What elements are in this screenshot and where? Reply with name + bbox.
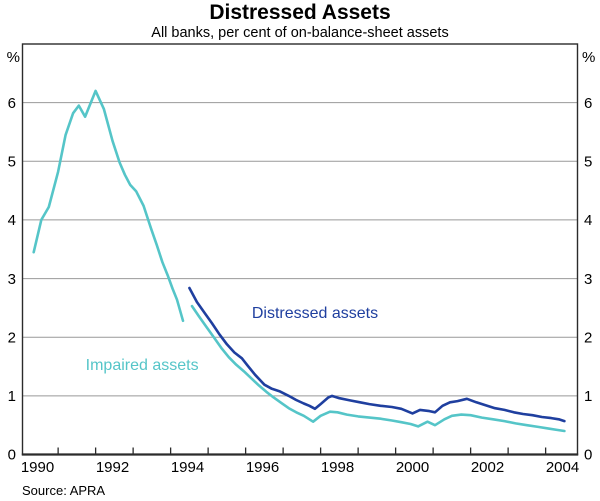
y-tick-label-left-4: 4 bbox=[8, 212, 16, 229]
plot-frame bbox=[21, 43, 579, 456]
y-tick-label-right-6: 6 bbox=[584, 95, 592, 112]
source-note: Source: APRA bbox=[22, 483, 106, 498]
x-tick-label-1998: 1998 bbox=[321, 459, 354, 476]
y-tick-label-left-6: 6 bbox=[8, 95, 16, 112]
y-tick-label-right-0: 0 bbox=[584, 447, 592, 464]
y-tick-label-left-5: 5 bbox=[8, 153, 16, 170]
y-tick-label-right-2: 2 bbox=[584, 329, 592, 346]
y-tick-label-left-2: 2 bbox=[8, 329, 16, 346]
x-tick-label-2004: 2004 bbox=[546, 459, 579, 476]
series-label-distressed-0: Distressed assets bbox=[252, 305, 378, 322]
x-tick-label-1996: 1996 bbox=[246, 459, 279, 476]
impaired_old-line bbox=[32, 89, 185, 323]
x-tick-label-1990: 1990 bbox=[21, 459, 54, 476]
chart-title: Distressed Assets bbox=[209, 1, 391, 24]
y-tick-label-left-0: 0 bbox=[8, 447, 16, 464]
y-tick-label-left-1: 1 bbox=[8, 388, 16, 405]
series-label-impaired-1: Impaired assets bbox=[86, 357, 199, 374]
x-tick-label-1994: 1994 bbox=[171, 459, 204, 476]
y-tick-label-right-4: 4 bbox=[584, 212, 592, 229]
y-tick-label-left-3: 3 bbox=[8, 271, 16, 288]
impaired_new-line bbox=[190, 304, 566, 433]
x-tick-label-1992: 1992 bbox=[96, 459, 129, 476]
y-tick-label-right-5: 5 bbox=[584, 153, 592, 170]
chart-subtitle: All banks, per cent of on-balance-sheet … bbox=[151, 25, 449, 41]
y-axis-unit-right: % bbox=[582, 49, 595, 66]
distressed-line bbox=[188, 286, 566, 423]
x-tick-label-2002: 2002 bbox=[471, 459, 504, 476]
y-tick-label-right-1: 1 bbox=[584, 388, 592, 405]
y-tick-label-right-3: 3 bbox=[584, 271, 592, 288]
y-axis-unit-left: % bbox=[7, 49, 20, 66]
x-tick-label-2000: 2000 bbox=[396, 459, 429, 476]
